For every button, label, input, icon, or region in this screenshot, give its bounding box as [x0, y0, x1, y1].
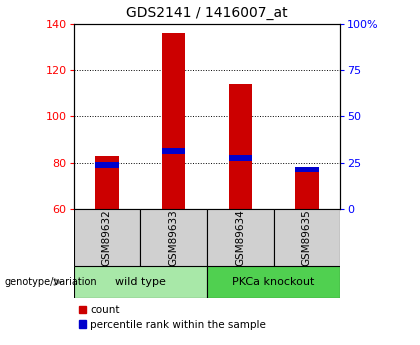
Bar: [95, 162, 118, 168]
Bar: [228, 155, 252, 161]
Text: genotype/variation: genotype/variation: [4, 277, 97, 287]
Text: wild type: wild type: [115, 277, 165, 287]
Bar: [295, 167, 318, 172]
Legend: count, percentile rank within the sample: count, percentile rank within the sample: [79, 305, 266, 329]
Text: GSM89635: GSM89635: [302, 209, 312, 266]
Bar: [207, 209, 273, 266]
Text: GSM89634: GSM89634: [235, 209, 245, 266]
Bar: [295, 167, 318, 209]
Bar: [207, 266, 340, 298]
Text: PKCa knockout: PKCa knockout: [232, 277, 315, 287]
Bar: [273, 209, 340, 266]
Bar: [162, 148, 185, 154]
Bar: [95, 156, 118, 209]
Bar: [162, 33, 185, 209]
Bar: [74, 266, 207, 298]
Bar: [228, 84, 252, 209]
Text: GSM89633: GSM89633: [168, 209, 178, 266]
Title: GDS2141 / 1416007_at: GDS2141 / 1416007_at: [126, 6, 288, 20]
Bar: [140, 209, 207, 266]
Text: GSM89632: GSM89632: [102, 209, 112, 266]
Bar: [74, 209, 140, 266]
